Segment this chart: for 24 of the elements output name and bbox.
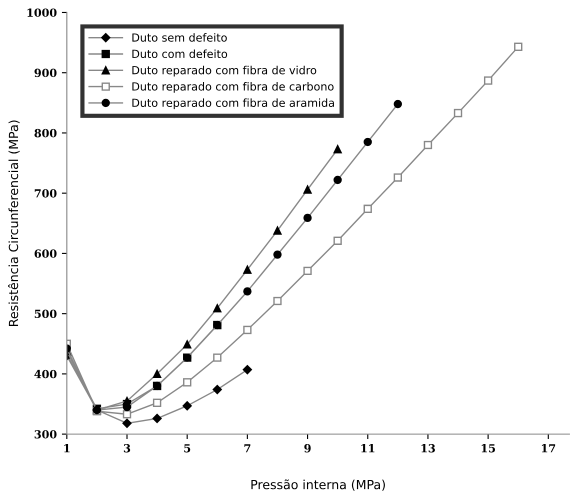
y-tick-label: 900 [34, 68, 57, 78]
x-tick-label: 13 [422, 444, 435, 452]
x-tick-label: 17 [542, 444, 556, 452]
legend-label: Duto reparado com fibra de carbono [132, 82, 334, 93]
x-tick-label: 11 [361, 444, 374, 452]
x-tick-label: 9 [304, 444, 311, 452]
y-tick-label: 600 [34, 249, 57, 258]
legend-label: Duto sem defeito [132, 33, 227, 42]
legend-label: Duto reparado com fibra de vidro [132, 66, 316, 76]
x-tick-label: 1 [64, 444, 70, 452]
legend-label: Duto com defeito [132, 49, 228, 58]
y-tick-label: 500 [34, 310, 57, 318]
y-axis-title: Resistência Circunferencial (MPa) [8, 120, 20, 326]
y-tick-label: 300 [34, 430, 57, 439]
x-tick-label: 15 [482, 444, 496, 452]
x-axis-title: Pressão interna (MPa) [251, 479, 385, 491]
y-tick-label: 400 [34, 370, 57, 378]
y-tick-label: 700 [34, 189, 57, 198]
y-tick-label: 800 [34, 128, 57, 138]
x-tick-label: 3 [124, 444, 130, 452]
legend-label: Duto reparado com fibra de aramida [132, 98, 334, 110]
x-tick-label: 7 [244, 444, 250, 452]
x-tick-label: 5 [184, 444, 190, 452]
y-tick-label: 1000 [28, 8, 57, 17]
